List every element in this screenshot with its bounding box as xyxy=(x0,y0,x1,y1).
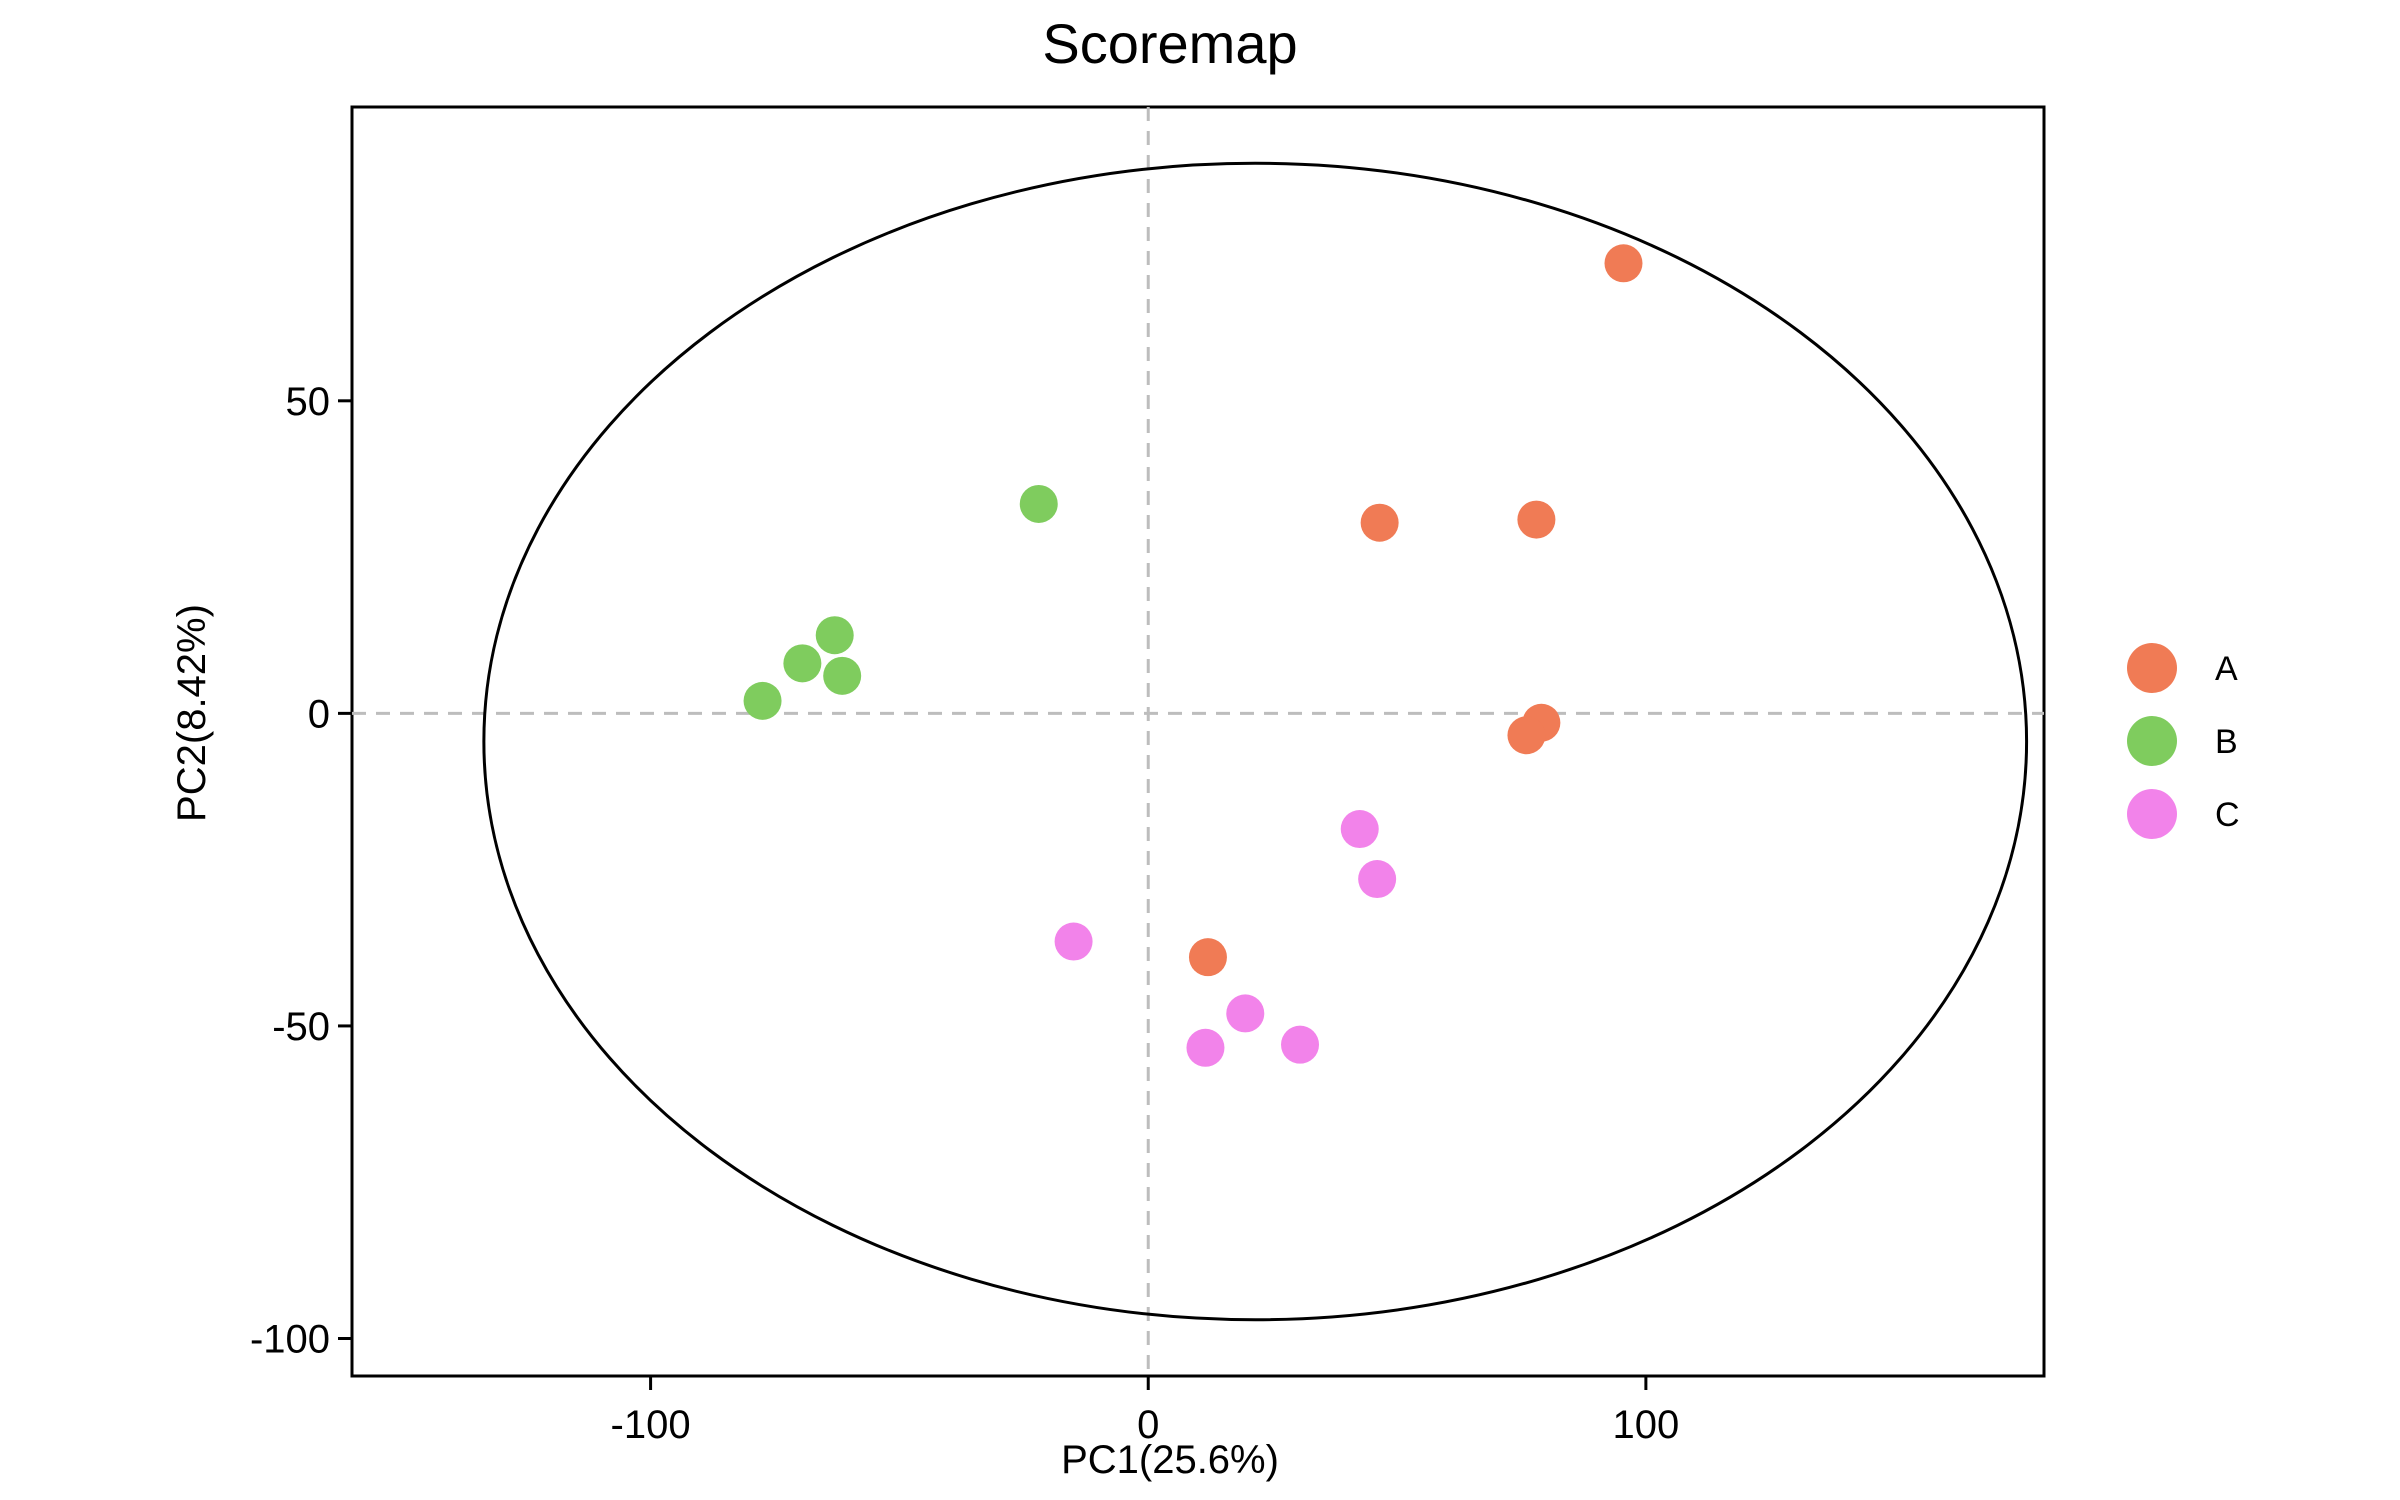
x-tick-label: 100 xyxy=(1613,1403,1680,1447)
point-b xyxy=(1019,484,1058,523)
y-tick-label: -100 xyxy=(250,1317,330,1361)
chart-title: Scoremap xyxy=(1042,12,1297,75)
x-tick-label: 0 xyxy=(1137,1403,1159,1447)
legend-label-b: B xyxy=(2215,723,2238,761)
point-b xyxy=(823,656,862,695)
point-c xyxy=(1340,810,1379,849)
plot-frame xyxy=(350,105,2046,1378)
y-tick-label: 50 xyxy=(286,380,331,424)
legend-label-a: A xyxy=(2215,650,2238,688)
point-c xyxy=(1226,994,1265,1033)
legend-marker-c xyxy=(2127,789,2177,839)
y-tick-label: 0 xyxy=(308,692,330,736)
legend-marker-b xyxy=(2127,716,2177,766)
point-c xyxy=(1281,1025,1320,1064)
legend: ABC xyxy=(2127,643,2240,839)
legend-label-c: C xyxy=(2215,796,2240,834)
point-b xyxy=(783,644,822,683)
y-axis-label: PC2(8.42%) xyxy=(170,604,214,822)
x-axis-label: PC1(25.6%) xyxy=(1061,1438,1279,1482)
y-tick-label: -50 xyxy=(272,1005,330,1049)
point-a xyxy=(1360,503,1399,542)
point-c xyxy=(1054,922,1093,961)
point-a xyxy=(1604,244,1643,283)
point-b xyxy=(815,616,854,655)
plot-area: -100 0 100 -100 -50 0 50 xyxy=(250,105,2046,1447)
point-a xyxy=(1507,716,1546,755)
point-c xyxy=(1358,860,1397,899)
point-c xyxy=(1186,1028,1225,1067)
point-a xyxy=(1188,938,1227,977)
point-b xyxy=(743,681,782,720)
x-tick-label: -100 xyxy=(611,1403,691,1447)
point-a xyxy=(1517,500,1556,539)
confidence-ellipse xyxy=(482,161,2029,1322)
legend-marker-a xyxy=(2127,643,2177,693)
